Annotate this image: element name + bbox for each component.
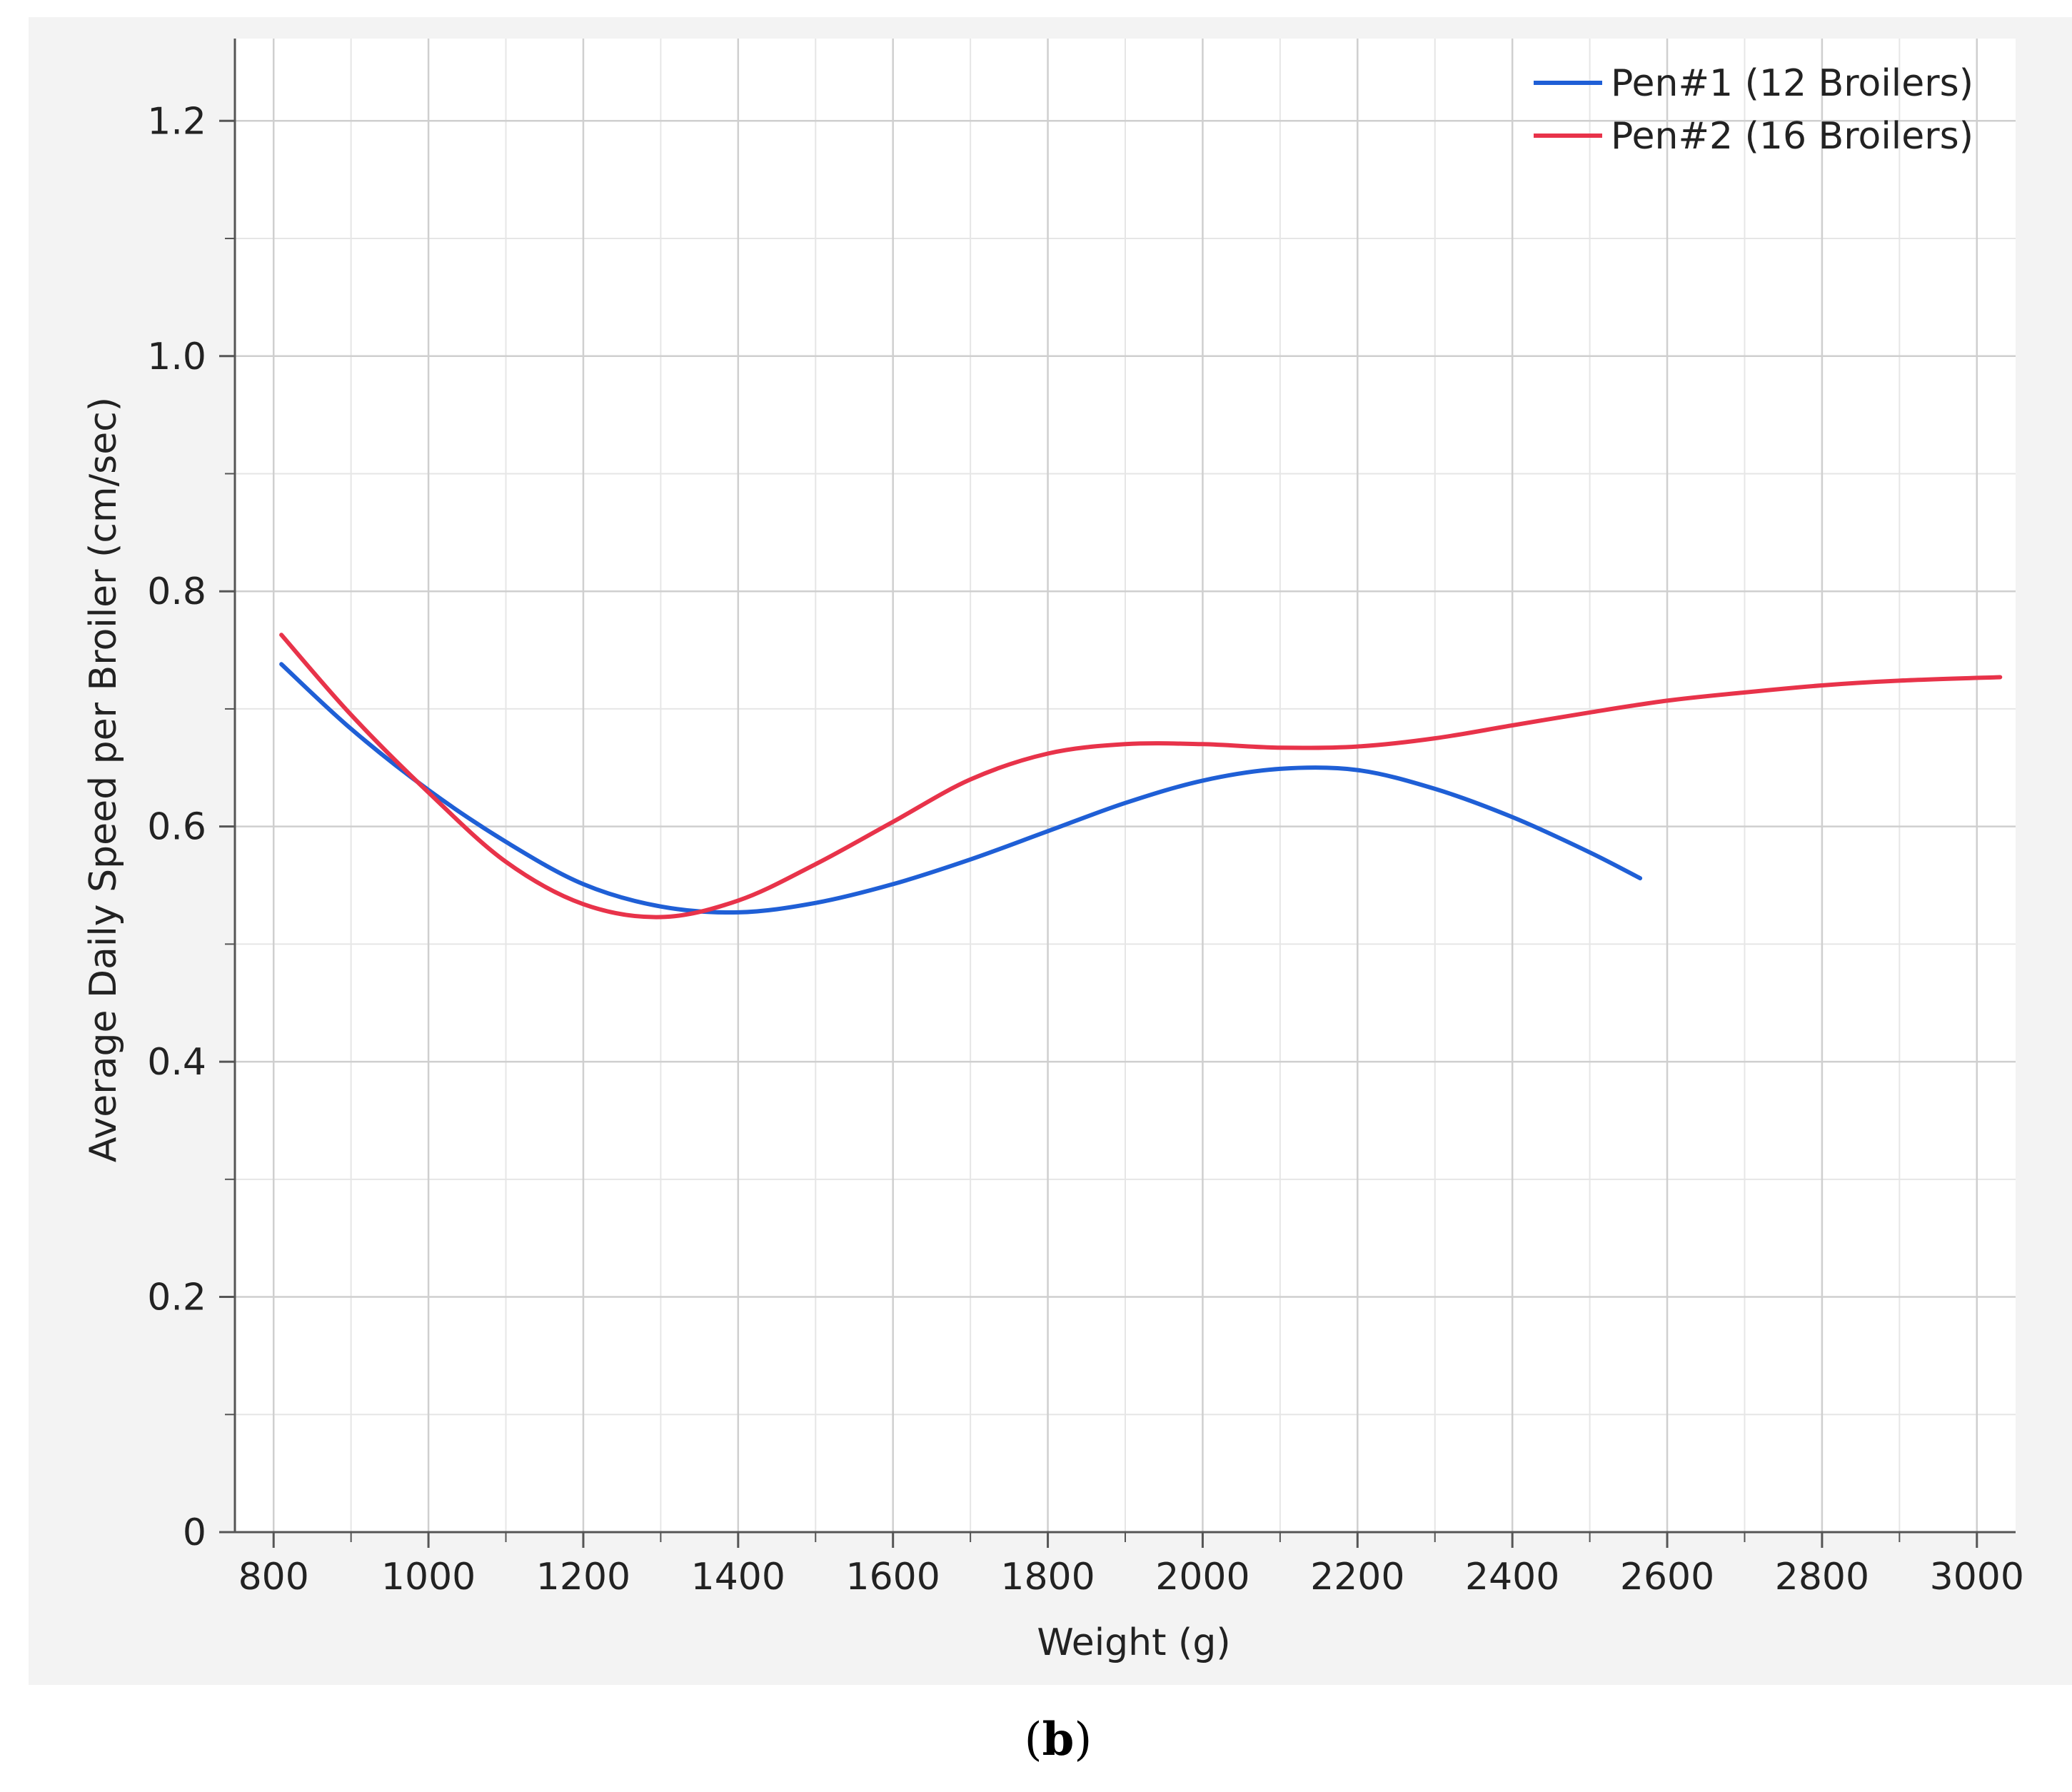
x-axis-title: Weight (g) xyxy=(1037,1621,1230,1664)
x-axis-ticks: 800 1000 1200 1400 1600 1800 2000 2200 2400 2600 2… xyxy=(238,1532,2024,1599)
y-tick-label: 0 xyxy=(183,1511,206,1554)
x-tick-label: 1600 xyxy=(846,1556,940,1599)
x-tick-label: 1000 xyxy=(381,1556,476,1599)
panel-label-close: ) xyxy=(1074,1713,1092,1766)
y-tick-label: 1.0 xyxy=(147,336,206,378)
major-gridlines xyxy=(235,39,2016,1534)
y-tick-label: 0.2 xyxy=(147,1277,206,1319)
panel-label: (b) xyxy=(1025,1713,1092,1766)
legend-label-pen1: Pen#1 (12 Broilers) xyxy=(1611,62,1973,105)
minor-gridlines xyxy=(235,39,2016,1532)
legend-label-pen2: Pen#2 (16 Broilers) xyxy=(1611,115,1973,158)
y-axis-ticks: 0 0.2 0.4 0.6 0.8 1.0 1.2 xyxy=(147,100,235,1554)
series-line-pen2 xyxy=(279,633,2003,920)
y-axis-title: Average Daily Speed per Broiler (cm/sec) xyxy=(82,397,125,1162)
x-tick-label: 1400 xyxy=(691,1556,785,1599)
x-tick-label: 2000 xyxy=(1155,1556,1249,1599)
y-tick-label: 0.6 xyxy=(147,806,206,849)
y-tick-label: 0.4 xyxy=(147,1041,206,1084)
panel-label-letter: b xyxy=(1042,1713,1075,1766)
x-tick-label: 1200 xyxy=(536,1556,630,1599)
legend: Pen#1 (12 Broilers) Pen#2 (16 Broilers) xyxy=(1534,62,1973,158)
x-tick-label: 1800 xyxy=(1000,1556,1095,1599)
x-tick-label: 2800 xyxy=(1775,1556,1869,1599)
y-tick-label: 0.8 xyxy=(147,570,206,613)
x-tick-label: 3000 xyxy=(1930,1556,2024,1599)
x-tick-label: 2200 xyxy=(1310,1556,1404,1599)
series-lines xyxy=(279,633,2003,920)
x-tick-label: 800 xyxy=(238,1556,309,1599)
series-line-pen1 xyxy=(279,662,1643,915)
x-tick-label: 2400 xyxy=(1465,1556,1559,1599)
x-tick-label: 2600 xyxy=(1620,1556,1714,1599)
panel-label-open: ( xyxy=(1025,1713,1042,1766)
y-tick-label: 1.2 xyxy=(147,100,206,143)
